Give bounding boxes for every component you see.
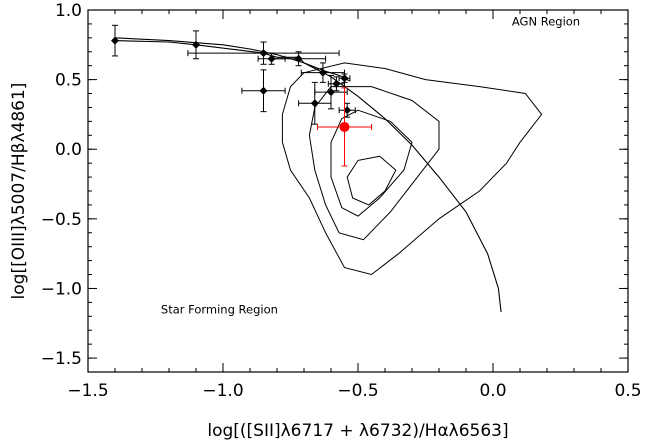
data-point (294, 54, 303, 63)
density-contour-1 (281, 62, 543, 276)
data-point (259, 86, 268, 95)
data-point (332, 79, 341, 88)
annotation-star-forming-region: Star Forming Region (161, 303, 278, 317)
x-tick-label: 0.0 (479, 381, 506, 401)
x-tick-label: 0.5 (614, 381, 641, 401)
data-point (310, 99, 319, 108)
density-contour-3 (330, 109, 413, 217)
data-point (259, 49, 268, 58)
density-contour-4 (346, 155, 397, 206)
highlight-point (339, 121, 350, 132)
annotation-agn-region: AGN Region (512, 14, 580, 28)
points-group (111, 24, 372, 167)
x-tick-label: −1.0 (202, 381, 243, 401)
y-tick-label: −0.5 (41, 210, 82, 230)
y-tick-label: −1.5 (41, 349, 82, 369)
data-point (343, 106, 352, 115)
x-tick-label: −0.5 (337, 381, 378, 401)
demarcation-curve (114, 37, 502, 313)
density-contour-2 (308, 86, 440, 241)
curve-group (114, 37, 502, 313)
y-tick-label: 1.0 (55, 1, 82, 21)
y-axis-label: log[[OIII]λ5007/Hβλ4861] (9, 83, 29, 300)
data-point (340, 74, 349, 83)
axes-group: −1.5 −1.0 −0.5 0.0 0.5 −1.5 −1.0 −0.5 0.0 0.5 1.0 (41, 1, 642, 401)
x-tick-label: −1.5 (67, 381, 108, 401)
contour-group (281, 62, 543, 276)
data-point (192, 40, 200, 49)
connecting-track (114, 40, 351, 82)
y-tick-label: −1.0 (41, 279, 82, 299)
y-tick-label: 0.0 (55, 140, 82, 160)
y-tick-label: 0.5 (55, 71, 82, 91)
data-point (318, 68, 327, 77)
data-point (327, 88, 335, 97)
data-point (111, 36, 119, 45)
x-axis-label: log[([SII]λ6717 + λ6732)/Hαλ6563] (207, 421, 508, 441)
